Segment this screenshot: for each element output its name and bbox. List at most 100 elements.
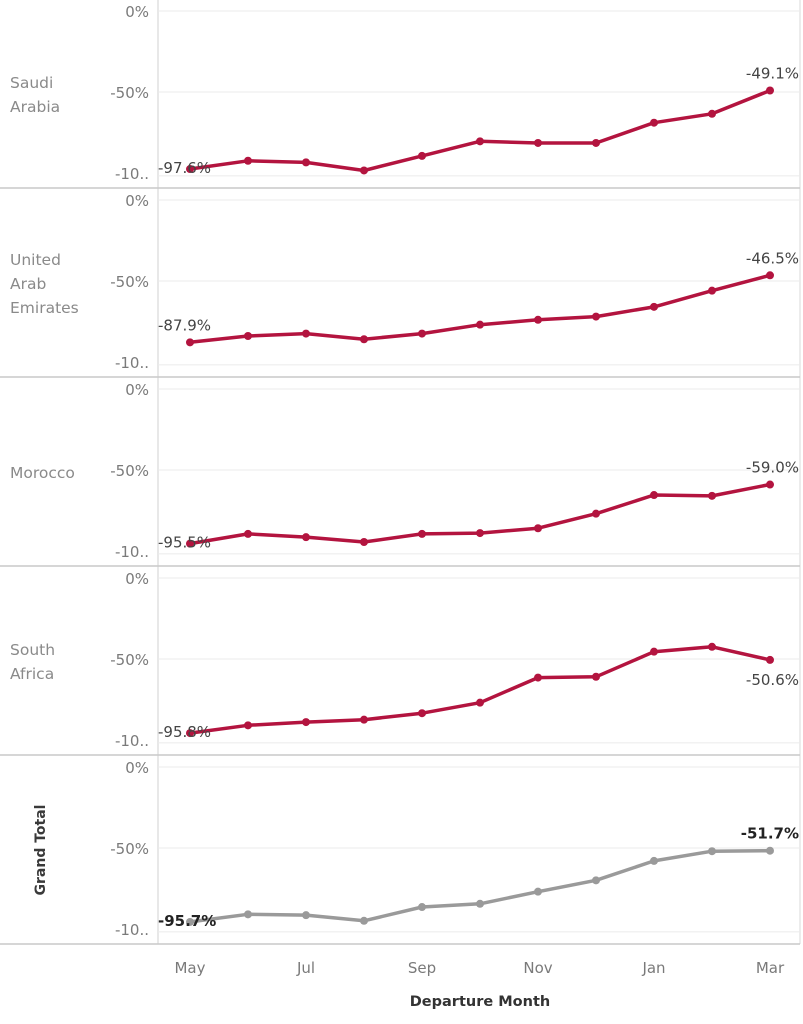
data-point bbox=[592, 138, 600, 147]
x-tick-label: May bbox=[174, 959, 205, 977]
row-label: South bbox=[10, 641, 55, 659]
y-tick-label: -50% bbox=[110, 462, 149, 480]
data-point bbox=[766, 86, 774, 95]
data-point bbox=[766, 480, 774, 489]
row-label: United bbox=[10, 251, 61, 269]
data-point bbox=[186, 539, 194, 548]
y-tick-label: 0% bbox=[125, 570, 149, 588]
data-label-first: -97.6% bbox=[158, 159, 211, 177]
x-tick-label: Mar bbox=[756, 959, 785, 977]
data-point bbox=[186, 917, 194, 926]
data-point bbox=[244, 332, 252, 340]
data-label-first: -95.7% bbox=[158, 912, 216, 930]
data-point bbox=[244, 156, 252, 165]
data-point bbox=[244, 529, 252, 538]
data-label-last: -51.7% bbox=[741, 825, 799, 843]
data-point bbox=[418, 709, 426, 718]
y-tick-label: 0% bbox=[125, 3, 149, 21]
data-point bbox=[418, 151, 426, 160]
row-label: Arab bbox=[10, 275, 46, 293]
data-point bbox=[186, 338, 194, 347]
data-label-first: -95.8% bbox=[158, 723, 211, 741]
data-point bbox=[650, 118, 658, 127]
data-point bbox=[244, 721, 252, 730]
data-point bbox=[650, 856, 658, 865]
x-axis-title: Departure Month bbox=[410, 994, 550, 1010]
data-point bbox=[302, 533, 310, 542]
data-point bbox=[418, 529, 426, 538]
data-label-last: -50.6% bbox=[746, 671, 799, 689]
data-point bbox=[476, 137, 484, 146]
data-point bbox=[534, 887, 542, 896]
y-tick-label: -10.. bbox=[115, 543, 149, 561]
data-point bbox=[476, 529, 484, 538]
data-point bbox=[360, 916, 368, 925]
x-tick-label: Sep bbox=[408, 959, 436, 977]
data-point bbox=[534, 138, 542, 147]
y-tick-label: 0% bbox=[125, 759, 149, 777]
data-point bbox=[650, 647, 658, 656]
data-point bbox=[650, 491, 658, 500]
y-tick-label: -50% bbox=[110, 840, 149, 858]
y-tick-label: 0% bbox=[125, 192, 149, 210]
y-tick-label: -10.. bbox=[115, 921, 149, 939]
data-point bbox=[708, 491, 716, 500]
x-tick-label: Jul bbox=[296, 959, 315, 977]
series-line bbox=[188, 645, 772, 735]
y-tick-label: -10.. bbox=[115, 165, 149, 183]
series-line bbox=[188, 848, 772, 924]
data-point bbox=[708, 109, 716, 118]
data-point bbox=[534, 673, 542, 682]
y-tick-label: 0% bbox=[125, 381, 149, 399]
data-point bbox=[534, 315, 542, 324]
data-point bbox=[708, 642, 716, 651]
data-point bbox=[650, 302, 658, 311]
row-label: Arabia bbox=[10, 98, 60, 116]
data-point bbox=[534, 524, 542, 533]
data-point bbox=[766, 271, 774, 280]
series-line bbox=[188, 273, 772, 345]
data-point bbox=[592, 876, 600, 885]
data-label-first: -87.9% bbox=[158, 316, 211, 334]
data-point bbox=[360, 715, 368, 724]
data-point bbox=[302, 911, 310, 920]
data-point bbox=[708, 286, 716, 295]
y-tick-label: -50% bbox=[110, 651, 149, 669]
data-point bbox=[418, 903, 426, 912]
data-point bbox=[476, 899, 484, 908]
data-point bbox=[360, 335, 368, 344]
data-point bbox=[186, 165, 194, 174]
data-label-last: -59.0% bbox=[746, 459, 799, 477]
data-point bbox=[592, 509, 600, 518]
series-line bbox=[188, 88, 772, 173]
data-point bbox=[592, 672, 600, 681]
data-point bbox=[708, 847, 716, 856]
row-label-grand-total: Grand Total bbox=[33, 805, 49, 896]
y-tick-label: -50% bbox=[110, 273, 149, 291]
y-tick-label: -10.. bbox=[115, 354, 149, 372]
data-point bbox=[418, 329, 426, 338]
data-point bbox=[302, 329, 310, 338]
data-point bbox=[360, 538, 368, 546]
data-point bbox=[476, 320, 484, 329]
x-tick-label: Jan bbox=[641, 959, 665, 977]
data-label-last: -46.5% bbox=[746, 249, 799, 267]
data-label-first: -95.5% bbox=[158, 534, 211, 552]
row-label: Emirates bbox=[10, 299, 79, 317]
data-point bbox=[360, 166, 368, 175]
data-point bbox=[592, 312, 600, 321]
data-point bbox=[476, 698, 484, 707]
y-tick-label: -50% bbox=[110, 84, 149, 102]
row-label: Morocco bbox=[10, 464, 75, 482]
row-label: Africa bbox=[10, 665, 54, 683]
data-point bbox=[186, 729, 194, 738]
row-label: Saudi bbox=[10, 74, 53, 92]
y-tick-label: -10.. bbox=[115, 732, 149, 750]
data-point bbox=[244, 910, 252, 919]
x-tick-label: Nov bbox=[523, 959, 552, 977]
data-label-last: -49.1% bbox=[746, 64, 799, 82]
data-point bbox=[302, 718, 310, 727]
data-point bbox=[302, 158, 310, 167]
data-point bbox=[766, 846, 774, 855]
